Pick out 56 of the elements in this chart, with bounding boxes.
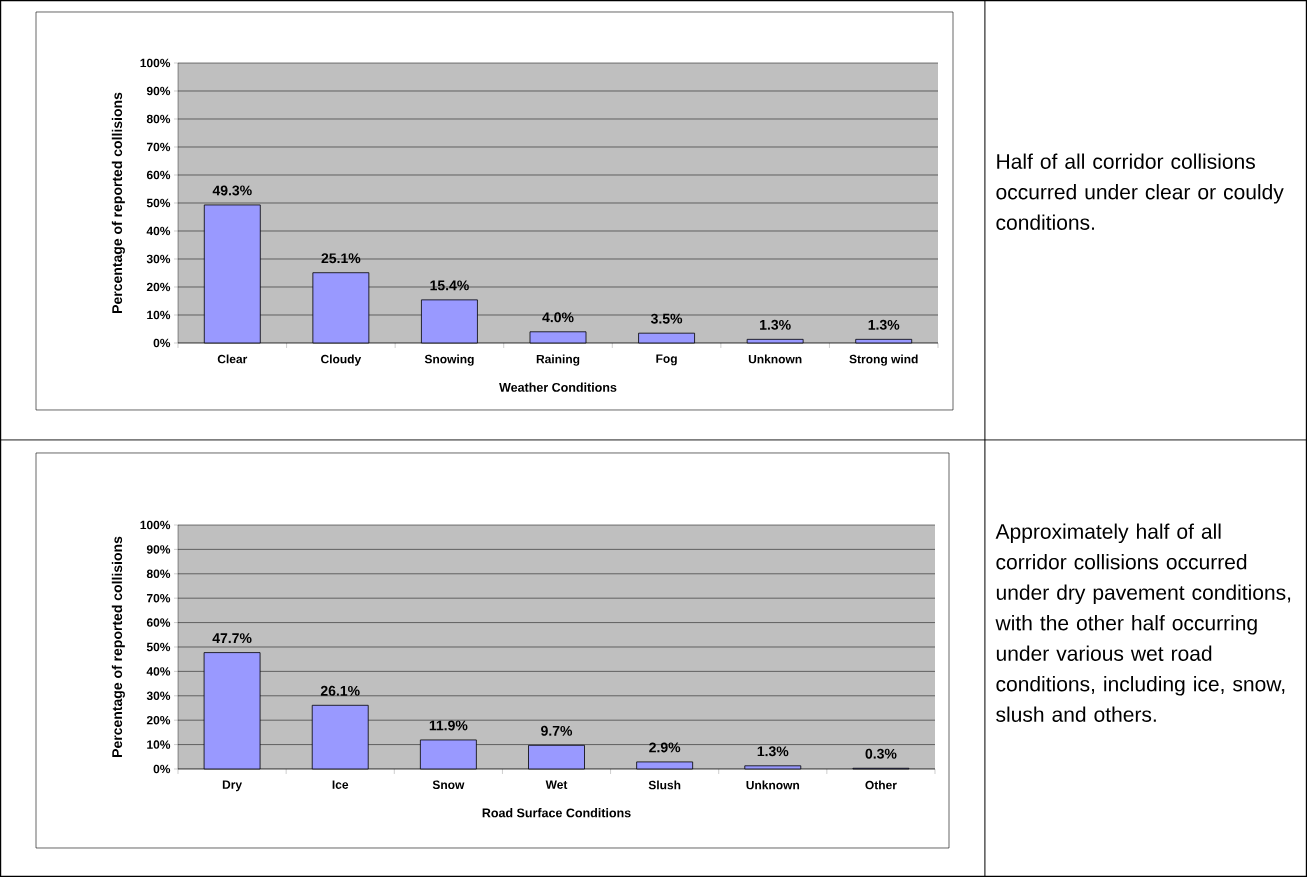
y-tick-label: 90% — [146, 545, 171, 554]
data-label: 9.7% — [541, 725, 573, 736]
y-tick-label: 50% — [146, 198, 171, 208]
x-tick-label: Unknown — [748, 354, 802, 364]
x-tick-label: Slush — [648, 780, 681, 790]
y-tick-label: 90% — [146, 86, 171, 96]
text: Half of all corridor collisions occurred under clear or couldy conditions. — [996, 153, 1284, 230]
x-tick-label: Dry — [222, 780, 243, 792]
y-axis-title: Percentage of reported collisions — [111, 536, 125, 757]
y-tick-label: 20% — [146, 715, 171, 725]
y-axis-title: Percentage of reported collisions — [111, 92, 125, 313]
x-tick-label: Other — [865, 780, 897, 790]
data-label: 15.4% — [430, 280, 469, 291]
data-label: 11.9% — [429, 720, 468, 731]
y-tick-label: 60% — [146, 618, 171, 627]
x-tick-label: Snow — [432, 780, 465, 790]
x-tick-label: Clear — [217, 354, 248, 364]
data-label: 1.3% — [757, 746, 789, 757]
x-tick-label: Ice — [332, 780, 349, 789]
data-label: 4.0% — [542, 312, 574, 323]
data-label: 47.7% — [212, 633, 252, 644]
y-tick-label: 40% — [146, 226, 171, 236]
y-tick-label: 40% — [146, 667, 171, 676]
data-label: 3.5% — [650, 313, 683, 324]
data-label: 2.9% — [649, 742, 681, 753]
y-tick-label: 70% — [146, 142, 171, 152]
x-tick-label: Snowing — [424, 354, 474, 366]
data-label: 1.3% — [868, 319, 900, 330]
y-tick-label: 70% — [146, 593, 171, 603]
x-axis-title: Road Surface Conditions — [482, 808, 631, 818]
data-label: 26.1% — [320, 685, 360, 696]
x-tick-label: Strong wind — [849, 354, 918, 366]
y-tick-label: 100% — [140, 520, 171, 530]
y-tick-label: 60% — [146, 170, 171, 180]
x-tick-label: Unknown — [746, 780, 800, 790]
y-tick-label: 30% — [146, 691, 171, 701]
y-tick-label: 20% — [146, 282, 171, 292]
y-tick-label: 10% — [147, 740, 171, 749]
x-axis-title: Weather Conditions — [499, 382, 617, 392]
y-tick-label: 80% — [146, 114, 171, 124]
y-tick-label: 0% — [153, 338, 171, 348]
data-label: 49.3% — [212, 185, 252, 196]
y-tick-label: 50% — [146, 642, 171, 652]
y-tick-label: 30% — [146, 254, 171, 264]
y-tick-label: 10% — [147, 310, 171, 320]
y-tick-label: 0% — [153, 764, 171, 774]
y-tick-label: 80% — [146, 569, 171, 579]
x-tick-label: Wet — [545, 780, 568, 789]
data-label: 0.3% — [865, 748, 897, 759]
text: Approximately half of all corridor collisions occurred under dry pavement conditions, with the other half occurring under various wet road conditions, including ice, snow, slush and others. — [995, 523, 1291, 722]
x-tick-label: Cloudy — [321, 354, 362, 366]
y-tick-label: 100% — [140, 58, 171, 68]
x-tick-label: Raining — [536, 354, 580, 366]
data-label: 1.3% — [760, 319, 791, 330]
x-tick-label: Fog — [656, 354, 677, 366]
data-label: 25.1% — [321, 253, 361, 264]
